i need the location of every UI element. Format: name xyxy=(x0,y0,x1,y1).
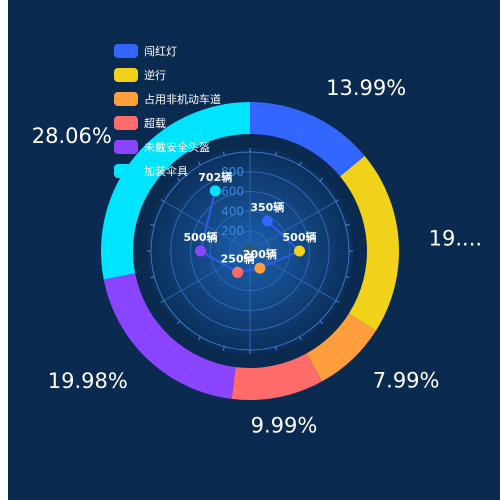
slice-percent-label: 9.99% xyxy=(251,414,318,438)
legend-label: 逆行 xyxy=(144,69,166,82)
slice-percent-label: 19.98% xyxy=(48,369,128,393)
polar-tick xyxy=(222,151,225,156)
polar-data-point[interactable] xyxy=(254,262,266,274)
polar-data-label: 350辆 xyxy=(250,200,284,214)
polar-data-point[interactable] xyxy=(294,245,305,257)
polar-tick xyxy=(150,276,155,279)
polar-data-point[interactable] xyxy=(232,266,244,278)
legend-swatch xyxy=(114,92,138,106)
polar-tick xyxy=(176,320,181,325)
legend-swatch xyxy=(114,116,138,130)
legend-swatch xyxy=(114,44,138,58)
polar-tick xyxy=(299,161,302,166)
polar-spoke xyxy=(249,250,336,301)
polar-data-label: 500辆 xyxy=(283,230,317,244)
polar-tick xyxy=(345,223,350,226)
donut-slice[interactable] xyxy=(250,102,365,177)
polar-data-point[interactable] xyxy=(209,185,221,197)
polar-tick xyxy=(176,177,181,182)
polar-data-label: 250辆 xyxy=(221,251,255,265)
slice-percent-label: 28.06% xyxy=(32,124,112,148)
polar-tick xyxy=(319,320,324,325)
legend-label: 闯红灯 xyxy=(144,45,177,58)
donut-slice[interactable] xyxy=(340,155,399,331)
radial-tick-label: 200 xyxy=(221,224,244,238)
radial-tick-label: 800 xyxy=(221,165,244,179)
polar-center-hub xyxy=(242,243,258,259)
donut-slice[interactable] xyxy=(306,313,376,382)
polar-data-label: 500辆 xyxy=(184,230,218,244)
radial-tick-label: 400 xyxy=(221,204,244,218)
legend-swatch xyxy=(114,164,138,178)
polar-tick xyxy=(335,199,340,202)
slice-percent-label: 7.99% xyxy=(373,368,440,392)
polar-data-point[interactable] xyxy=(195,245,206,257)
polar-tick xyxy=(345,276,350,279)
radial-tick-label: 600 xyxy=(221,185,244,199)
slice-percent-label: 13.99% xyxy=(326,76,406,100)
donut-slice[interactable] xyxy=(100,102,250,280)
polar-tick xyxy=(198,336,201,341)
polar-series-line xyxy=(199,190,302,274)
donut-slice[interactable] xyxy=(103,273,236,399)
polar-data-point[interactable] xyxy=(261,215,273,227)
polar-tick xyxy=(299,336,302,341)
donut-slice[interactable] xyxy=(231,353,323,400)
legend-swatch xyxy=(114,68,138,82)
polar-tick xyxy=(222,346,225,351)
polar-tick xyxy=(160,199,165,202)
polar-tick xyxy=(150,223,155,226)
polar-spoke xyxy=(164,250,251,301)
legend-swatch xyxy=(114,140,138,154)
slice-percent-label: 19.... xyxy=(429,227,482,251)
legend-label: 超载 xyxy=(144,117,166,130)
legend-label: 未戴安全头盔 xyxy=(144,141,210,154)
polar-tick xyxy=(275,346,278,351)
polar-tick xyxy=(319,177,324,182)
polar-tick xyxy=(198,161,201,166)
donut-polar-chart: 13.99% 19.... 7.99% 9.99% 19.98% 28.06% 200 400… xyxy=(32,76,482,438)
polar-data-label: 200辆 xyxy=(243,247,277,261)
polar-tick xyxy=(275,151,278,156)
legend-label: 加装伞具 xyxy=(144,165,188,178)
chart-canvas: 13.99% 19.... 7.99% 9.99% 19.98% 28.06% 200 400… xyxy=(8,0,500,500)
polar-spoke xyxy=(249,201,336,252)
legend-label: 占用非机动车道 xyxy=(144,93,221,106)
polar-tick xyxy=(335,300,340,303)
polar-data-label: 702辆 xyxy=(198,170,232,184)
polar-tick xyxy=(160,300,165,303)
